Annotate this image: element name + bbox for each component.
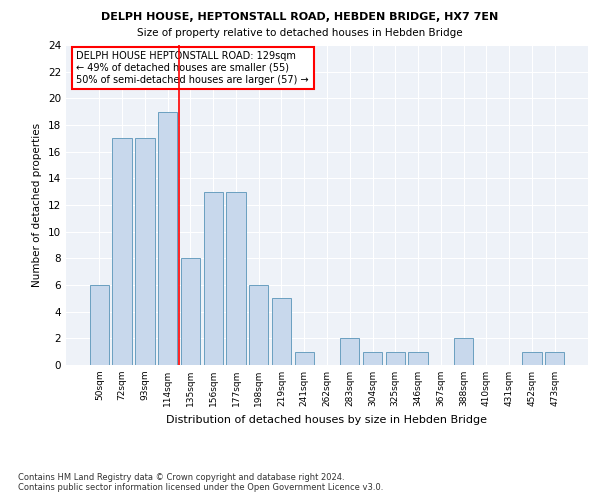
Y-axis label: Number of detached properties: Number of detached properties — [32, 123, 43, 287]
Text: Contains HM Land Registry data © Crown copyright and database right 2024.
Contai: Contains HM Land Registry data © Crown c… — [18, 473, 383, 492]
Text: DELPH HOUSE, HEPTONSTALL ROAD, HEBDEN BRIDGE, HX7 7EN: DELPH HOUSE, HEPTONSTALL ROAD, HEBDEN BR… — [101, 12, 499, 22]
Bar — [249, 285, 268, 365]
Bar — [112, 138, 132, 365]
Bar — [158, 112, 178, 365]
Bar — [409, 352, 428, 365]
Bar — [340, 338, 359, 365]
Bar — [135, 138, 155, 365]
X-axis label: Distribution of detached houses by size in Hebden Bridge: Distribution of detached houses by size … — [167, 414, 487, 424]
Bar — [522, 352, 542, 365]
Bar — [181, 258, 200, 365]
Bar — [386, 352, 405, 365]
Bar — [90, 285, 109, 365]
Bar — [363, 352, 382, 365]
Bar — [545, 352, 564, 365]
Bar — [203, 192, 223, 365]
Bar — [226, 192, 245, 365]
Text: Size of property relative to detached houses in Hebden Bridge: Size of property relative to detached ho… — [137, 28, 463, 38]
Bar — [295, 352, 314, 365]
Bar — [454, 338, 473, 365]
Bar — [272, 298, 291, 365]
Text: DELPH HOUSE HEPTONSTALL ROAD: 129sqm
← 49% of detached houses are smaller (55)
5: DELPH HOUSE HEPTONSTALL ROAD: 129sqm ← 4… — [76, 52, 309, 84]
